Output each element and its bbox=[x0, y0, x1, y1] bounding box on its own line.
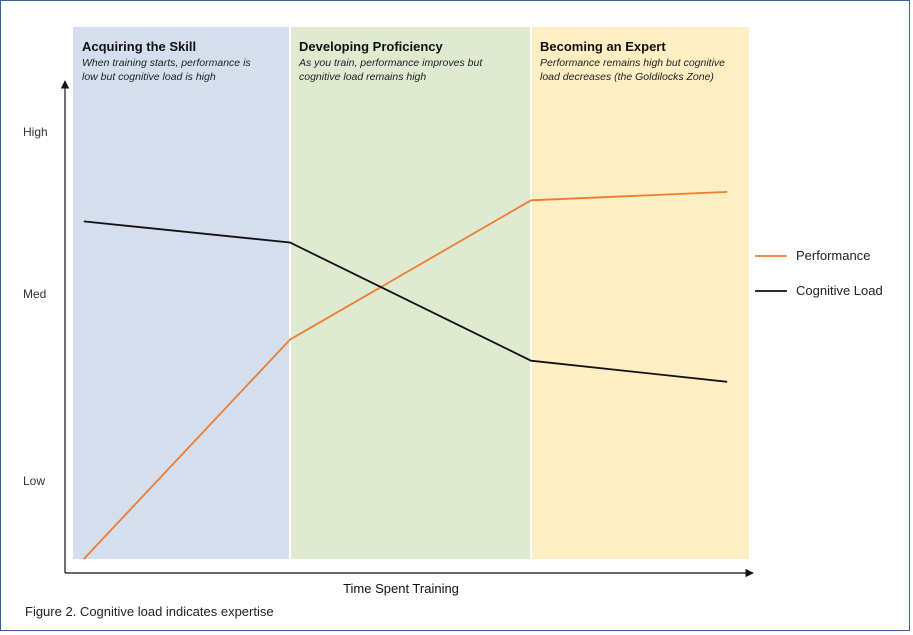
zone-subtitle-2-1: load decreases (the Goldilocks Zone) bbox=[540, 71, 714, 83]
zone-subtitle-1-1: cognitive load remains high bbox=[299, 71, 426, 83]
zone-subtitle-2-0: Performance remains high but cognitive bbox=[540, 57, 725, 69]
series-line-performance bbox=[83, 191, 728, 560]
legend-label-cognitive-load: Cognitive Load bbox=[796, 283, 883, 298]
figure-caption: Figure 2. Cognitive load indicates exper… bbox=[25, 604, 274, 619]
zone-title-2: Becoming an Expert bbox=[540, 39, 666, 54]
y-tick-label-med: Med bbox=[23, 287, 46, 301]
series-line-cognitive-load bbox=[83, 220, 728, 383]
axes-layer: High Med Low Time Spent Training bbox=[23, 80, 754, 596]
x-axis-label: Time Spent Training bbox=[343, 581, 459, 596]
caption-text: Cognitive load indicates expertise bbox=[76, 604, 274, 619]
zone-subtitle-1-0: As you train, performance improves but bbox=[298, 57, 483, 69]
legend-label-performance: Performance bbox=[796, 248, 870, 263]
y-tick-label-high: High bbox=[23, 125, 48, 139]
zone-band-1 bbox=[290, 27, 531, 559]
legend: Performance Cognitive Load bbox=[755, 248, 883, 298]
zone-title-1: Developing Proficiency bbox=[299, 39, 444, 54]
y-tick-label-low: Low bbox=[23, 474, 45, 488]
caption-lead: Figure 2. bbox=[25, 604, 77, 619]
zone-band-0 bbox=[73, 27, 290, 559]
zone-band-2 bbox=[531, 27, 749, 559]
series-layer bbox=[83, 191, 728, 560]
zones-layer: Acquiring the Skill When training starts,… bbox=[73, 27, 749, 559]
zone-subtitle-0-1: low but cognitive load is high bbox=[82, 71, 216, 83]
zone-title-0: Acquiring the Skill bbox=[82, 39, 196, 54]
zone-subtitle-0-0: When training starts, performance is bbox=[82, 57, 251, 69]
